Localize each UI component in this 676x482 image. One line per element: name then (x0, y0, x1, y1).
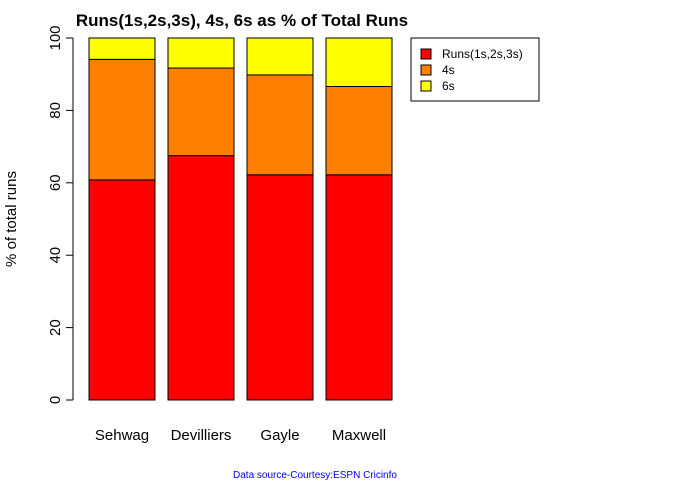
bar-segment-1-maxwell (325, 174, 393, 401)
bar-segment-2-sehwag (88, 58, 156, 181)
y-tick-label: 20 (47, 319, 64, 336)
legend-swatch (420, 48, 432, 60)
x-category-label: Sehwag (95, 427, 149, 444)
category-labels: Sehwag Devilliers Gayle Maxwell (95, 427, 386, 444)
legend-label: Runs(1s,2s,3s) (442, 47, 523, 61)
bar-segment-3-devilliers (167, 37, 235, 69)
bar-segment-2-devilliers (167, 67, 235, 157)
bar-segment-2-maxwell (325, 86, 393, 176)
legend-label: 4s (442, 63, 455, 77)
bars-group (88, 37, 393, 401)
bar-segment-1-gayle (246, 174, 314, 401)
legend-swatch (420, 80, 432, 92)
x-category-label: Maxwell (332, 427, 386, 444)
legend-swatch (420, 64, 432, 76)
y-axis: 0 20 40 60 80 100 (47, 25, 74, 404)
legend-label: 6s (442, 79, 455, 93)
y-axis-title: % of total runs (3, 171, 20, 267)
bar-segment-3-maxwell (325, 37, 393, 88)
legend-box (410, 37, 540, 102)
chart-title: Runs(1s,2s,3s), 4s, 6s as % of Total Run… (76, 11, 408, 30)
bar-segment-2-gayle (246, 74, 314, 176)
y-tick-label: 60 (47, 174, 64, 191)
bar-segment-1-sehwag (88, 179, 156, 401)
bar-segment-3-sehwag (88, 37, 156, 60)
y-tick-label: 40 (47, 247, 64, 264)
legend: Runs(1s,2s,3s) 4s 6s (410, 37, 540, 102)
bar-segment-1-devilliers (167, 155, 235, 401)
bar-segment-3-gayle (246, 37, 314, 76)
source-note: Data source-Courtesy:ESPN Cricinfo (233, 470, 397, 481)
y-tick-label: 0 (47, 396, 64, 404)
x-category-label: Gayle (260, 427, 299, 444)
x-category-label: Devilliers (171, 427, 232, 444)
y-tick-label: 80 (47, 102, 64, 119)
y-tick-label: 100 (47, 25, 64, 50)
